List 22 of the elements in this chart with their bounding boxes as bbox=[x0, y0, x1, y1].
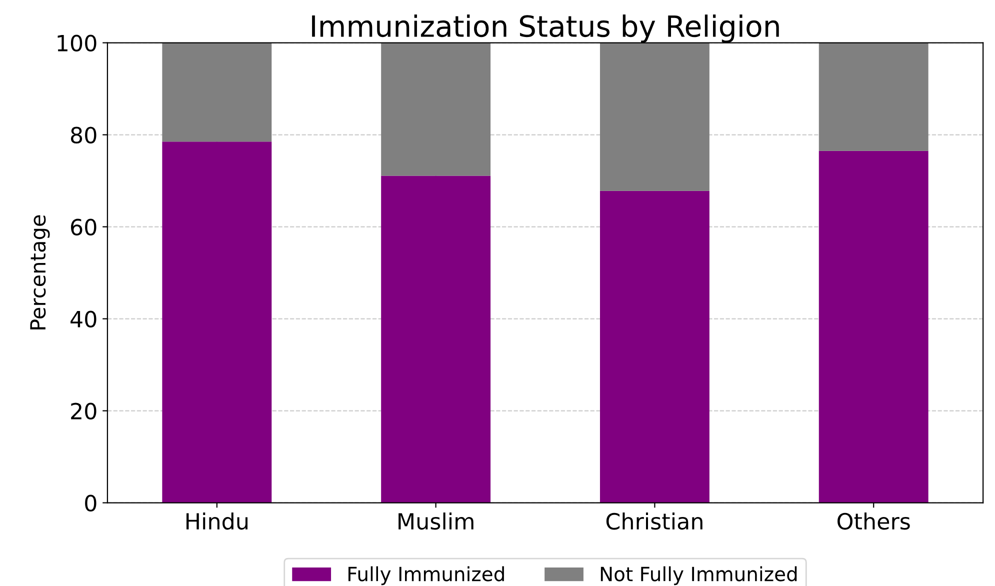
y-tick-label: 0 bbox=[85, 494, 96, 512]
bar bbox=[381, 176, 491, 503]
x-tick-label: Christian bbox=[606, 512, 702, 530]
bar bbox=[818, 42, 928, 151]
legend-label: Not Fully Immunized bbox=[600, 566, 797, 586]
y-tick-label: 60 bbox=[71, 218, 96, 236]
chart-title: Immunization Status by Religion bbox=[312, 14, 779, 43]
y-tick-label: 80 bbox=[70, 126, 96, 144]
x-tick-label: Hindu bbox=[186, 512, 248, 530]
y-tick-label: 20 bbox=[71, 402, 96, 420]
bar bbox=[162, 42, 272, 142]
bar bbox=[162, 142, 272, 503]
bar bbox=[600, 190, 710, 503]
x-tick-label: Others bbox=[838, 512, 910, 530]
x-tick-label: Muslim bbox=[398, 512, 474, 530]
bar bbox=[381, 42, 491, 176]
y-tick-label: 100 bbox=[58, 34, 96, 52]
bar bbox=[600, 42, 710, 191]
legend-label: Fully Immunized bbox=[348, 566, 504, 586]
bar bbox=[818, 150, 928, 503]
y-axis-title: Percentage bbox=[30, 215, 50, 330]
y-tick-label: 40 bbox=[70, 310, 96, 328]
